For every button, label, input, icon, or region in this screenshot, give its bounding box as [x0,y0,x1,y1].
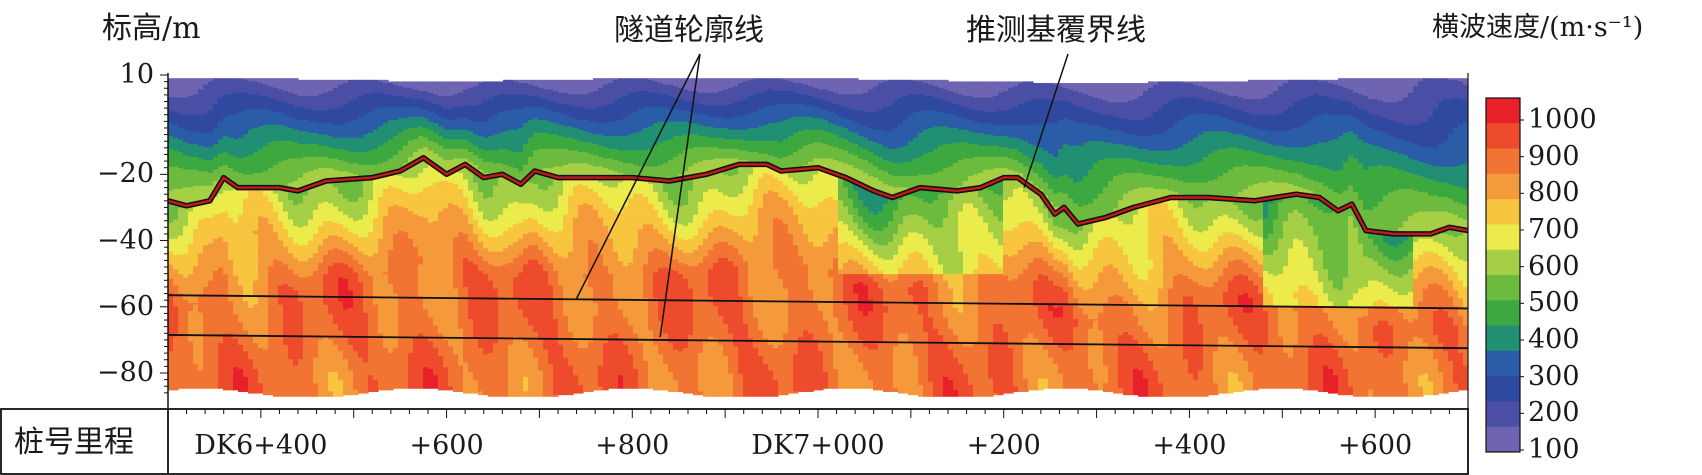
x-tick-label: +200 [934,432,1074,459]
x-tick-label: +600 [377,432,517,459]
colorbar-label: 200 [1528,399,1580,426]
station-row-label: 桩号里程 [14,428,134,458]
plot-area [168,54,1469,409]
colorbar-swatch [1486,401,1520,427]
colorbar-label: 1000 [1528,106,1597,133]
colorbar-swatch [1486,300,1520,326]
colorbar-swatch [1486,351,1520,377]
colorbar-swatch [1486,427,1520,453]
colorbar-swatch [1486,376,1520,402]
y-tick-label: −80 [97,359,154,386]
colorbar-swatch [1486,123,1520,149]
colorbar-label: 100 [1528,436,1580,463]
velocity-heatmap [168,73,1469,409]
y-tick-label: −40 [97,227,154,254]
colorbar-swatch [1486,275,1520,301]
colorbar-label: 300 [1528,363,1580,390]
colorbar-title: 横波速度/(m·s⁻¹) [1432,14,1643,41]
colorbar-swatch [1486,174,1520,200]
y-tick-label: −60 [97,293,154,320]
colorbar-swatch [1486,250,1520,276]
colorbar-swatch [1486,199,1520,225]
y-tick-label: 10 [120,61,154,88]
velocity-profile-chart [0,0,1702,475]
colorbar-label: 400 [1528,326,1580,353]
annotation-bedrock-boundary: 推测基覆界线 [966,16,1146,46]
colorbar-label: 600 [1528,253,1580,280]
colorbar-swatch [1486,326,1520,352]
colorbar-label: 700 [1528,216,1580,243]
colorbar-label: 500 [1528,289,1580,316]
y-tick-label: −20 [97,160,154,187]
x-tick-label: DK6+400 [191,432,331,459]
x-tick-label: DK7+000 [748,432,888,459]
colorbar-swatch [1486,224,1520,250]
colorbar-swatch [1486,98,1520,124]
x-tick-label: +600 [1305,432,1445,459]
colorbar-label: 800 [1528,179,1580,206]
colorbar [1486,98,1524,453]
y-axis-label: 标高/m [102,14,201,44]
colorbar-swatch [1486,149,1520,175]
colorbar-label: 900 [1528,143,1580,170]
x-tick-label: +800 [562,432,702,459]
x-tick-label: +400 [1119,432,1259,459]
annotation-tunnel-contour: 隧道轮廓线 [614,16,764,46]
